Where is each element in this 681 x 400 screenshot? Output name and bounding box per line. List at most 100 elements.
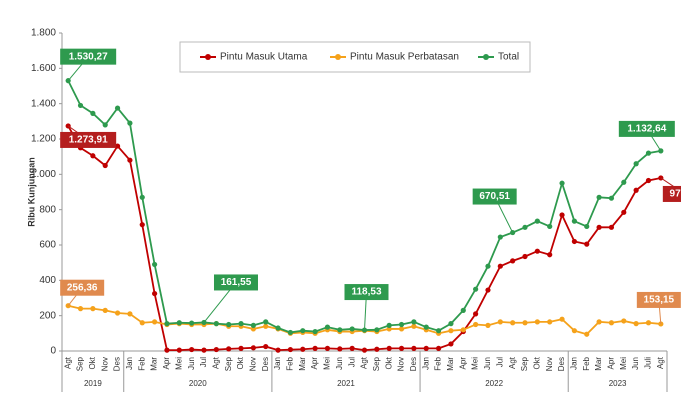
data-point <box>510 258 516 264</box>
data-point <box>645 320 652 326</box>
x-tick-label: Mar <box>150 357 159 371</box>
x-tick-label: Sep <box>224 356 233 371</box>
data-point <box>287 329 294 336</box>
data-point <box>460 307 466 313</box>
data-point <box>423 345 429 351</box>
x-tick-label: Mei <box>471 357 480 370</box>
data-point <box>645 177 652 184</box>
data-point <box>90 306 96 312</box>
data-point <box>522 253 528 260</box>
data-point <box>448 341 454 347</box>
data-point <box>386 322 392 328</box>
legend-label: Total <box>498 52 519 63</box>
x-tick-label: Nov <box>397 357 406 371</box>
data-point <box>189 320 195 326</box>
x-tick-label: Nov <box>545 357 554 371</box>
data-point <box>485 287 491 293</box>
data-point <box>238 345 244 351</box>
data-point <box>114 105 121 111</box>
value-label: 256,36 <box>67 282 98 293</box>
data-point <box>337 327 343 333</box>
x-tick-label: Agt <box>656 356 665 369</box>
x-tick-label: Okt <box>384 356 393 369</box>
data-point <box>386 345 392 351</box>
data-point <box>547 223 553 230</box>
data-point <box>250 322 256 328</box>
legend-box <box>179 41 531 73</box>
x-tick-label: Nov <box>100 357 109 371</box>
data-point <box>114 310 121 316</box>
data-point <box>139 222 145 228</box>
x-tick-label: Okt <box>88 356 97 369</box>
data-point <box>300 346 306 352</box>
data-point <box>608 224 615 230</box>
x-tick-label: Nov <box>248 357 257 371</box>
x-tick-label: Juli <box>644 357 653 369</box>
value-label: 118,53 <box>351 287 381 298</box>
data-point <box>324 345 331 351</box>
x-tick-label: Okt <box>236 356 245 369</box>
data-point <box>349 326 355 332</box>
data-point <box>608 195 615 201</box>
data-point <box>102 307 108 313</box>
data-point <box>263 323 269 329</box>
x-tick-label: Mei <box>174 357 183 370</box>
data-point <box>176 347 182 353</box>
y-tick-label: 200 <box>39 310 56 321</box>
value-label-box <box>618 120 675 137</box>
data-point <box>287 346 294 353</box>
data-point <box>534 248 540 254</box>
year-label: 2019 <box>84 379 102 388</box>
data-point <box>127 120 133 126</box>
data-point <box>645 150 652 156</box>
data-point <box>114 143 121 149</box>
data-point <box>473 321 479 328</box>
data-point <box>633 161 639 167</box>
legend-swatch <box>483 54 489 60</box>
data-point <box>102 122 108 128</box>
x-tick-label: Mar <box>298 357 307 371</box>
data-point <box>77 102 84 109</box>
data-point <box>275 325 281 331</box>
data-point <box>164 321 170 327</box>
y-tick-label: 1.200 <box>31 134 56 145</box>
data-point <box>497 263 503 269</box>
y-tick-label: 400 <box>39 275 56 286</box>
data-point <box>263 343 269 350</box>
data-point <box>522 320 528 326</box>
x-tick-label: Feb <box>137 356 146 370</box>
x-tick-label: Agt <box>211 356 220 369</box>
x-tick-label: Feb <box>582 356 591 370</box>
data-point <box>139 320 145 326</box>
value-label-box <box>472 188 517 205</box>
data-point <box>312 345 318 351</box>
x-tick-label: Okt <box>532 356 541 369</box>
data-point <box>460 327 466 333</box>
x-tick-label: Jun <box>187 357 196 370</box>
year-label: 2021 <box>337 379 355 388</box>
data-point <box>658 175 664 181</box>
year-label: 2023 <box>609 379 627 388</box>
data-point <box>238 321 244 327</box>
data-point <box>621 209 627 215</box>
data-point <box>398 326 405 332</box>
data-point <box>510 320 516 326</box>
data-point <box>571 238 577 245</box>
y-tick-label: 0 <box>50 346 56 357</box>
data-point <box>608 320 615 326</box>
value-label-box <box>60 131 117 148</box>
data-point <box>374 346 380 352</box>
data-point <box>312 328 318 335</box>
x-tick-label: Jun <box>335 357 344 370</box>
data-point <box>102 162 108 169</box>
data-point <box>300 328 306 334</box>
value-label: 1.132,64 <box>627 124 666 135</box>
data-point <box>213 321 219 327</box>
x-tick-label: Jul <box>199 357 208 367</box>
data-point <box>164 347 170 353</box>
legend-swatch <box>335 54 341 60</box>
series-line <box>67 125 662 352</box>
data-point <box>559 180 565 186</box>
data-point <box>152 290 158 297</box>
